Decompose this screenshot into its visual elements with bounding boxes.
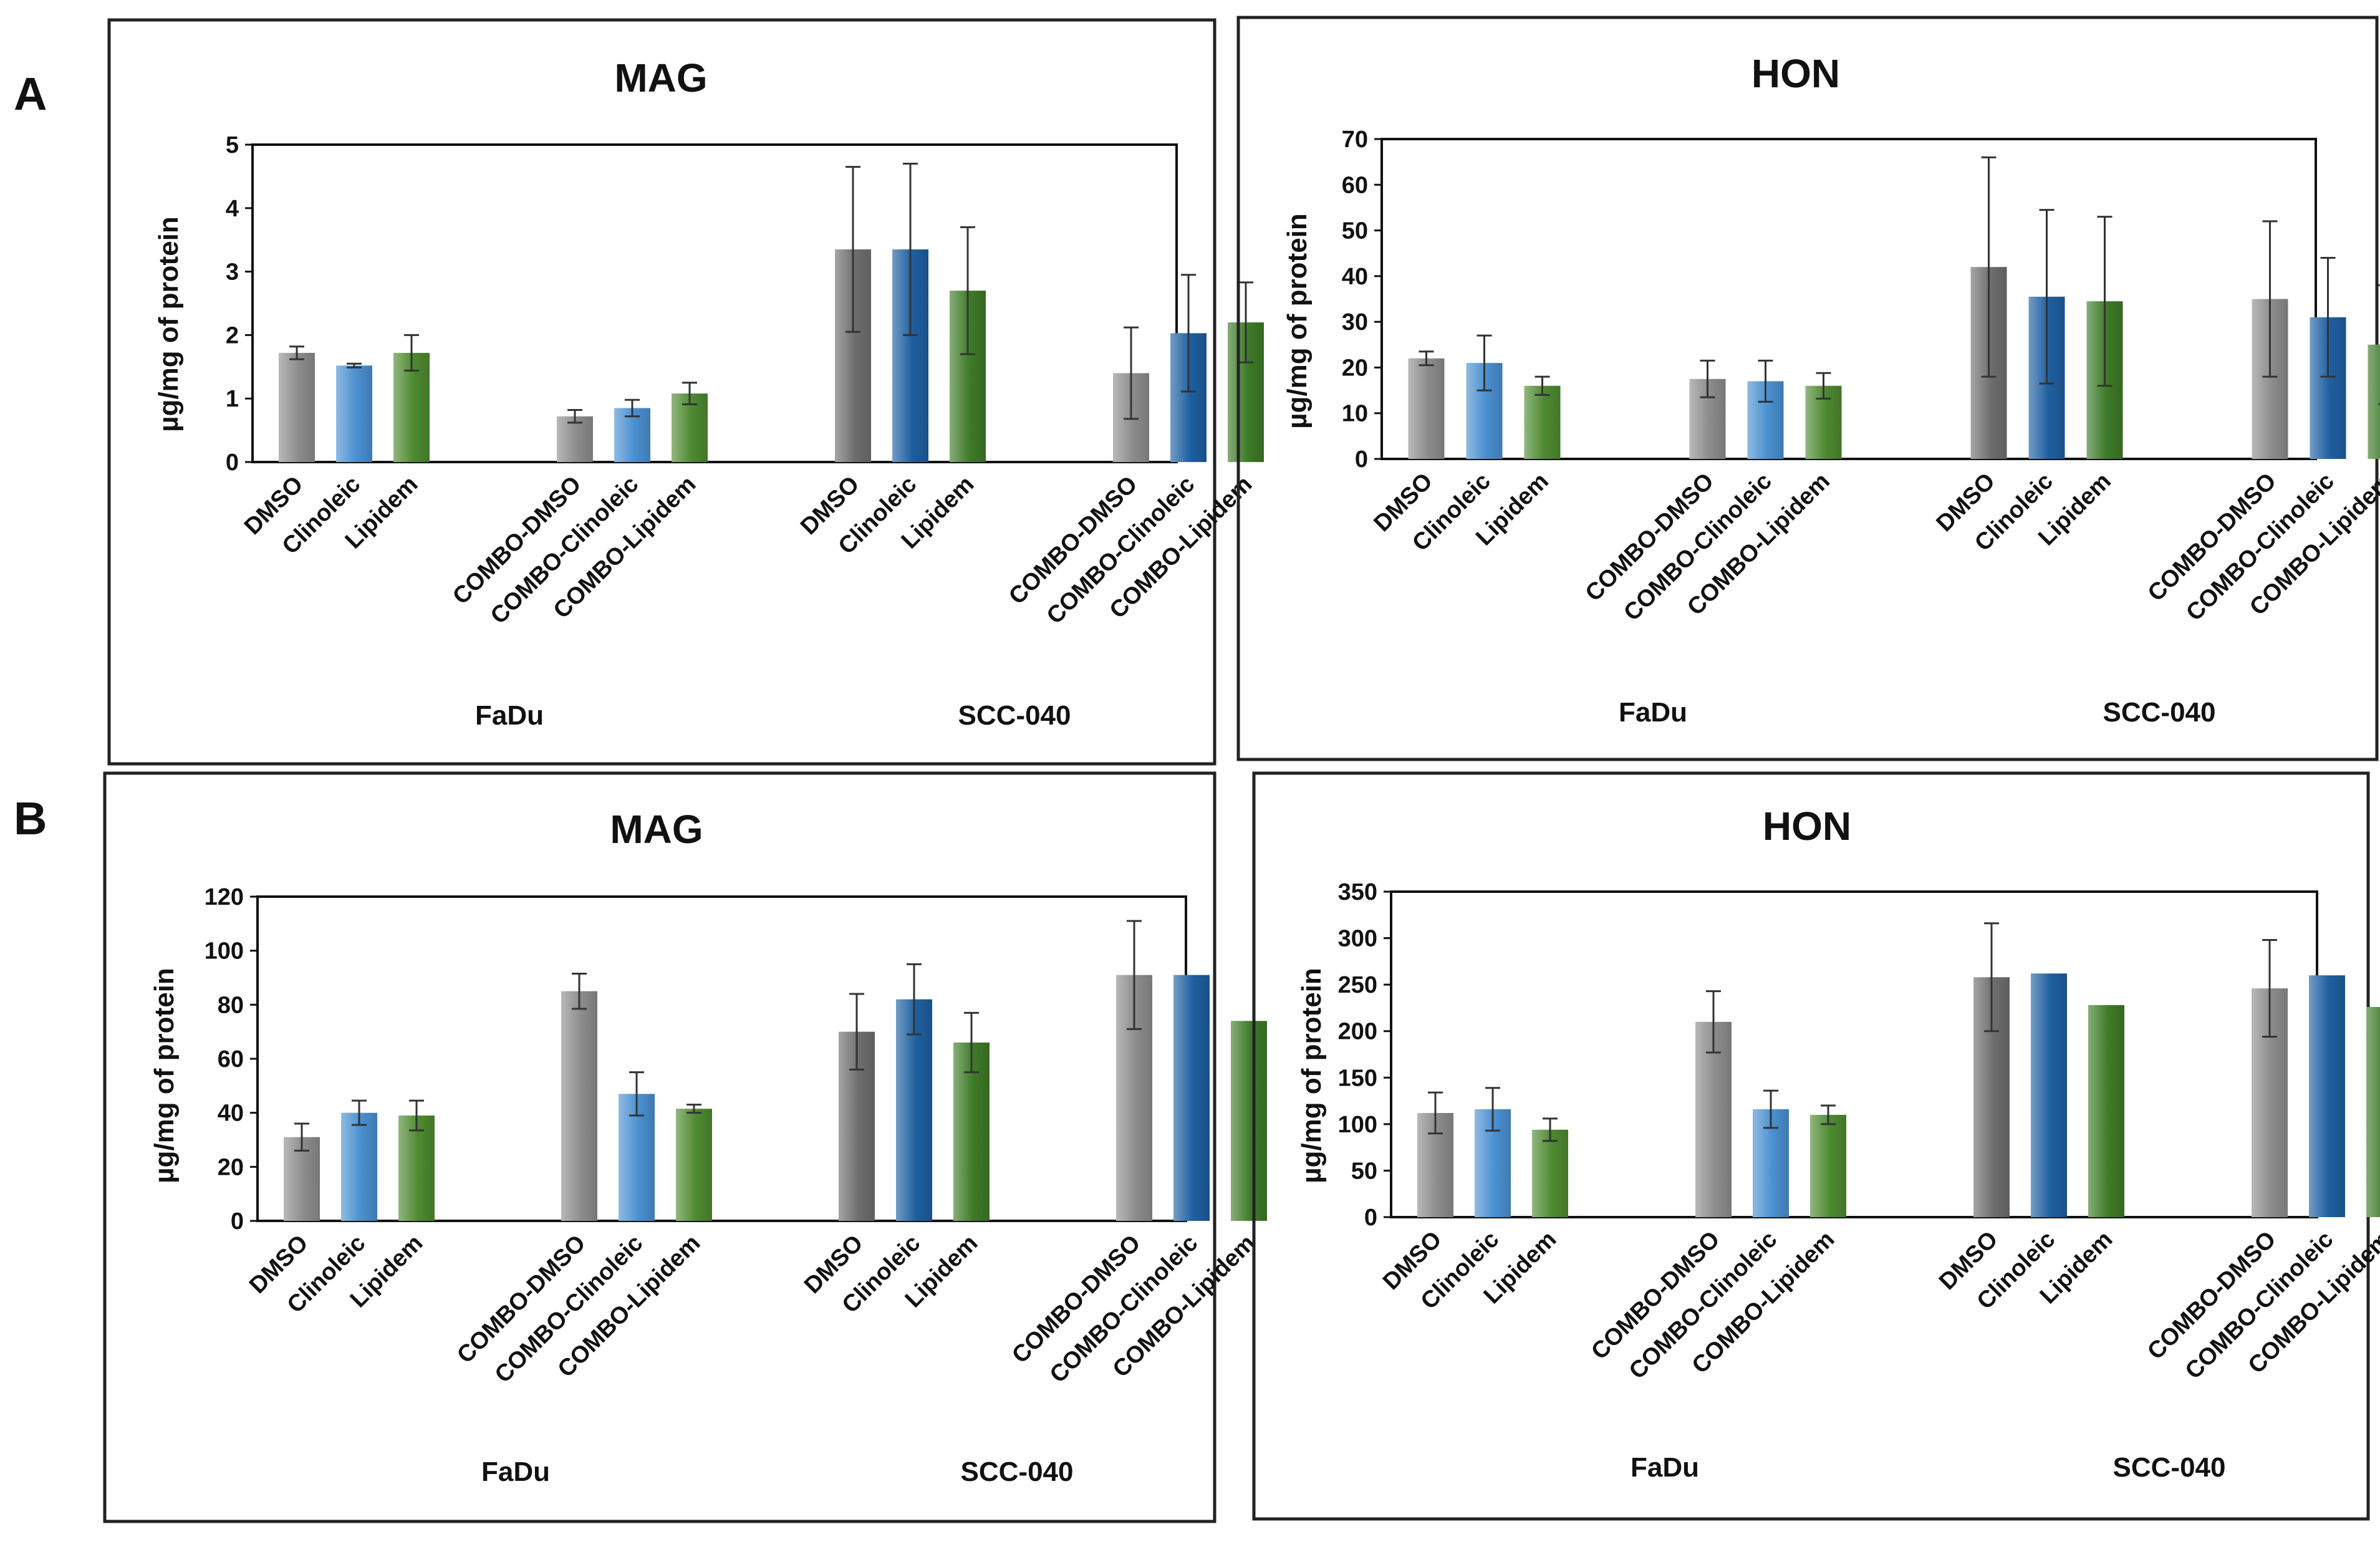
y-tick-label: 120 [205,884,244,910]
y-tick-label: 80 [218,992,244,1018]
y-tick-label: 250 [1338,972,1377,998]
bar [336,365,372,462]
chart-border [107,18,1216,766]
y-tick-label: 60 [1342,172,1368,198]
bar [341,1112,377,1221]
y-tick-label: 20 [1342,355,1368,381]
y-tick-label: 300 [1338,926,1377,952]
chart-title: HON [1763,804,1851,849]
chart-title: HON [1751,51,1840,96]
bar [1532,1129,1568,1217]
bar [2309,975,2345,1217]
y-axis-label: µg/mg of protein [149,968,180,1183]
bar [2088,1005,2124,1217]
y-tick-label: 0 [226,450,239,476]
panel-label-a: A [14,68,47,120]
y-axis-label: µg/mg of protein [1296,968,1327,1183]
y-tick-label: 3 [226,259,239,286]
y-axis-label: µg/mg of protein [153,216,184,432]
chart-title: MAG [610,807,703,852]
y-tick-label: 70 [1342,127,1368,153]
y-tick-label: 50 [1351,1158,1377,1184]
y-tick-label: 10 [1342,401,1368,427]
bar [1173,975,1210,1221]
group-label: FaDu [1631,1452,1699,1483]
group-label: FaDu [481,1457,550,1487]
plot-area [256,895,1187,1222]
bar [2366,1006,2380,1217]
y-tick-label: 5 [226,132,239,158]
group-label: FaDu [475,700,544,731]
panel-label-b: B [14,793,47,844]
y-tick-label: 20 [218,1154,244,1180]
bar [1810,1114,1846,1217]
y-tick-label: 1 [226,386,239,412]
y-tick-label: 30 [1342,309,1368,335]
y-tick-label: 40 [218,1101,244,1127]
group-label: SCC-040 [2113,1452,2226,1483]
bar [398,1116,435,1221]
bar [1231,1021,1267,1221]
bar [1524,385,1561,459]
chart-title: MAG [614,55,707,100]
bar [557,416,593,462]
y-tick-label: 40 [1342,264,1368,290]
group-label: SCC-040 [961,1457,1074,1487]
bar [279,352,315,462]
y-tick-label: 100 [205,938,244,965]
y-tick-label: 2 [226,322,239,349]
y-tick-label: 200 [1338,1019,1377,1045]
plot-area [1380,138,2317,460]
chart-border [103,771,1216,1523]
y-tick-label: 0 [1355,446,1368,473]
bar [1695,1021,1732,1217]
y-tick-label: 0 [231,1208,244,1235]
group-label: SCC-040 [958,700,1071,731]
bar [676,1109,712,1221]
bar [896,999,932,1221]
group-label: SCC-040 [2103,697,2216,728]
y-tick-label: 60 [218,1046,244,1072]
y-tick-label: 50 [1342,218,1368,244]
bar [561,991,597,1221]
chart-b-hon: HON µg/mg of protein 0 50 100 150 200 250 300 350… [1252,771,2380,1521]
bar [1408,358,1445,459]
bar [2368,344,2380,459]
plot-area [251,143,1178,463]
y-tick-label: 100 [1338,1112,1377,1138]
y-tick-label: 150 [1338,1065,1377,1091]
y-tick-label: 0 [1364,1205,1377,1231]
y-tick-label: 4 [226,196,239,222]
plot-area [1390,890,2318,1218]
y-tick-label: 350 [1338,879,1377,905]
y-axis-label: µg/mg of protein [1282,213,1313,429]
group-label: FaDu [1619,697,1687,728]
bar [2031,973,2067,1217]
